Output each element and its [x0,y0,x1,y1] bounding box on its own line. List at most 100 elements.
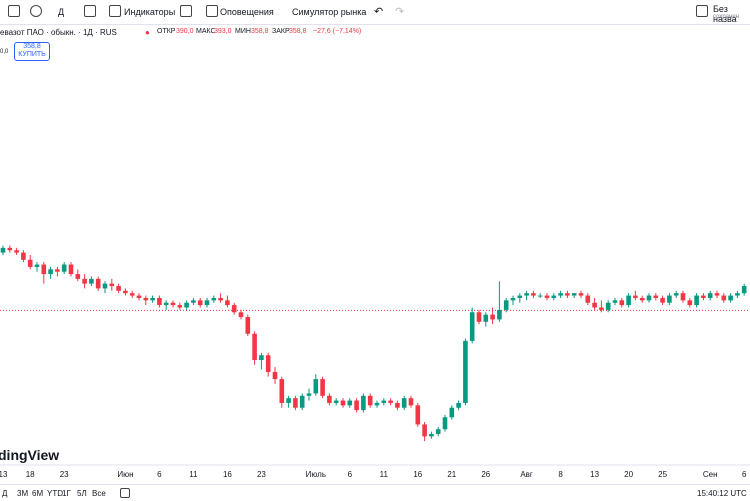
candle-body [401,398,407,408]
label: ОТКР [157,28,176,35]
icon[interactable] [30,5,42,17]
candle-body [599,307,604,310]
candle-body [551,295,557,298]
candle-body [517,295,523,298]
candle-body [48,269,53,275]
clock: 15:40:12 UTC [697,489,747,498]
candle-body [422,424,427,437]
x-tick-label: 20 [624,470,633,479]
icon[interactable] [120,488,130,498]
candle-body [136,295,142,298]
candle-body [463,340,468,403]
candle-body [265,355,271,372]
candle-body [82,278,87,284]
footer: 15:40:12 UTC Д 3M 6M YTD 1Г 5Л Все [0,484,750,501]
candle-body [327,395,332,403]
x-tick-label: Июль [306,470,326,479]
candle-body [707,293,713,298]
candle-body [7,247,13,251]
candle-body [123,290,128,294]
redo[interactable]: ↷ [395,6,405,18]
x-tick-label: 16 [223,470,232,479]
candle-body [306,393,312,396]
candle-body [279,379,285,403]
candle-body [558,293,563,296]
candle-body [571,293,577,296]
candle-body [524,293,529,296]
icon[interactable] [84,5,96,17]
range-button[interactable]: 3M [17,489,29,498]
value: 358,8 [251,28,269,35]
candle-body [340,400,346,406]
symbol: евазот ПАО · обыкн. · 1Д · RUS [0,28,117,37]
candle-body [701,295,706,298]
icon [109,5,121,17]
x-tick-label: 8 [558,470,563,479]
candle-body [14,250,19,253]
x-tick-label: 26 [481,470,490,479]
alerts[interactable]: Оповещения [220,7,274,17]
candle-body [225,300,230,306]
layout-name[interactable]: Без назва [713,4,737,24]
x-tick-label: 11 [380,470,389,479]
candle-body [259,355,264,360]
icon[interactable] [180,5,192,17]
change: −27,6 (−7,14%) [313,28,362,35]
candle-body [442,417,448,430]
range-button[interactable]: 6M [32,489,44,498]
value: 393,0 [214,28,232,35]
interval[interactable]: Д [58,7,65,17]
candle-body [619,300,625,306]
candle-body [299,395,305,408]
buy-button[interactable]: 358,8 КУПИТЬ [14,42,50,61]
candle-body [503,300,509,310]
candle-body [694,295,699,306]
candle-body [476,312,482,322]
range-button[interactable]: 5Л [77,489,87,498]
candle-body [191,300,196,303]
candle-body [157,297,162,306]
candle-body [177,305,183,308]
candle-body [714,293,720,296]
candle-body [728,295,733,301]
x-tick-label: 21 [447,470,456,479]
candle-body [605,302,611,310]
x-tick-label: Июн [117,470,133,479]
candle-body [639,297,645,301]
candle-body [197,300,203,306]
indicators[interactable]: Индикаторы [124,7,176,17]
candle-body [293,398,298,408]
candle-body [660,297,665,303]
range-button[interactable]: Все [92,489,106,498]
candle-body [585,295,591,303]
candle-body [231,305,237,313]
x-tick-label: 11 [189,470,198,479]
candle-body [150,297,155,301]
candle-body [354,400,359,411]
candle-body [143,297,149,301]
candle-body [320,379,325,396]
candle-body [204,300,210,306]
range-button[interactable]: YTD [47,489,63,498]
buy-label: КУПИТЬ [18,51,46,58]
candle-body [0,247,6,253]
candle-body [61,264,67,272]
candle-body [102,283,108,289]
layout-status: сохранен [713,14,739,20]
simulator[interactable]: Симулятор рынка [292,7,367,17]
candle-body [218,297,223,301]
range-button[interactable]: Д [2,489,8,498]
candle-body [55,269,60,272]
undo[interactable]: ↶ [374,6,384,18]
range-button[interactable]: 1Г [62,489,71,498]
icon[interactable] [8,5,20,17]
candle-body [592,302,597,308]
label: ЗАКР [272,28,290,35]
candle-body [510,297,516,301]
candle-body [68,264,74,275]
candle-body [646,295,652,301]
candle-body [449,407,455,418]
candle-body [469,312,475,341]
x-tick-label: 6 [157,470,162,479]
value: 358,8 [289,28,307,35]
